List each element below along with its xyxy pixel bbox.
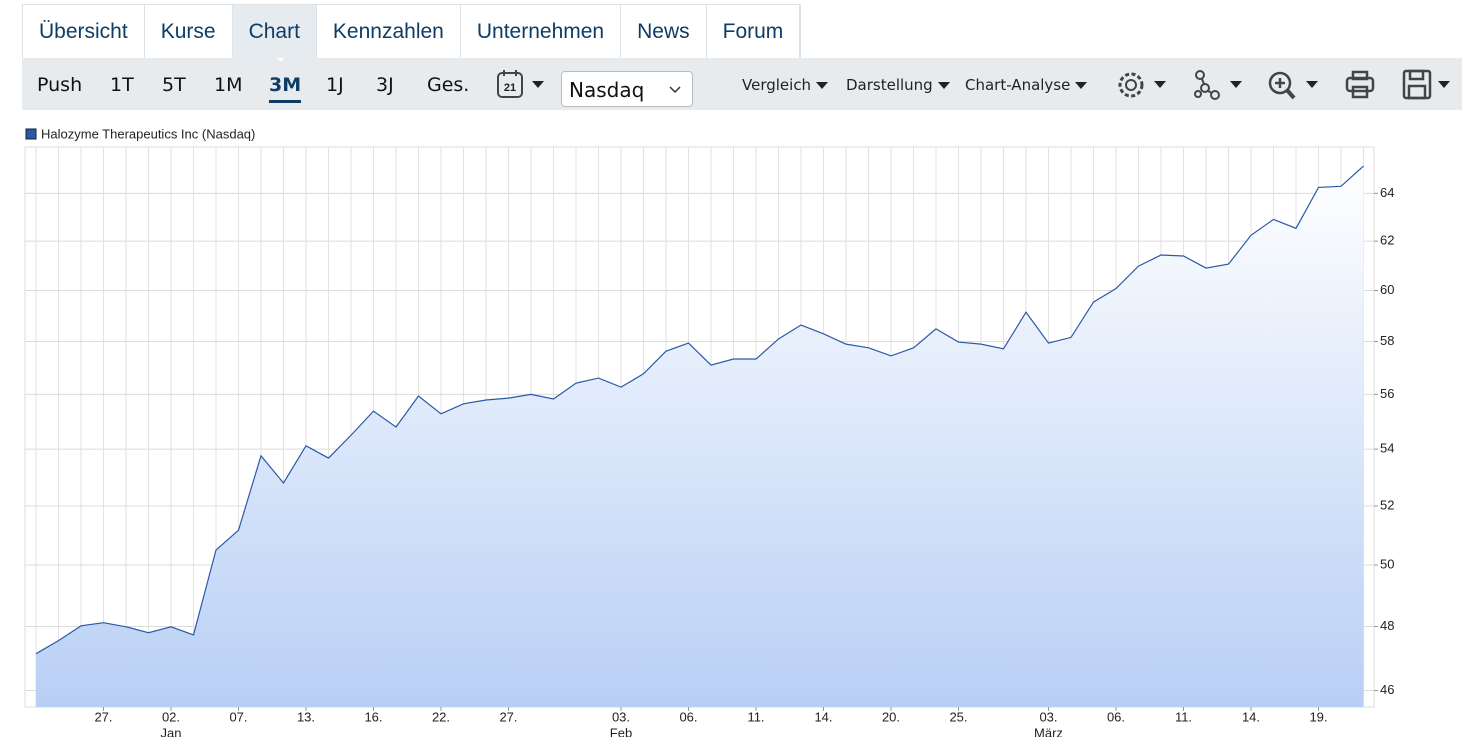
tab[interactable]: News: [621, 5, 707, 59]
x-tick-label: 02.: [162, 709, 180, 724]
indicators-button[interactable]: [1194, 70, 1242, 100]
menu-arrow: [937, 82, 950, 89]
tab[interactable]: Kennzahlen: [317, 5, 461, 59]
tab[interactable]: Forum: [707, 5, 801, 59]
x-tick-label: 22.: [432, 709, 450, 724]
menu-button[interactable]: Darstellung: [846, 76, 951, 94]
y-tick-label: 54: [1380, 441, 1394, 456]
y-tick-label: 56: [1380, 386, 1394, 401]
x-tick-label: 14.: [814, 709, 832, 724]
calendar-day: 21: [504, 82, 516, 94]
period-button[interactable]: 3J: [376, 74, 394, 96]
x-tick-label: 20.: [882, 709, 900, 724]
period-button[interactable]: 1M: [214, 74, 243, 96]
exchange-value: Nasdaq: [569, 78, 645, 102]
period-button[interactable]: 1J: [326, 74, 344, 96]
x-tick-label: 27.: [499, 709, 517, 724]
x-tick-label: 19.: [1309, 709, 1327, 724]
x-tick-label: 03.: [612, 709, 630, 724]
x-tick-label: 27.: [94, 709, 112, 724]
x-tick-label: 13.: [297, 709, 315, 724]
x-tick-label: 03.: [1039, 709, 1057, 724]
y-tick-label: 48: [1380, 618, 1394, 633]
legend-label: Halozyme Therapeutics Inc (Nasdaq): [41, 126, 255, 141]
tab[interactable]: Chart: [232, 5, 317, 59]
x-tick-label: 11.: [1175, 709, 1192, 724]
exchange-select[interactable]: Nasdaq: [561, 71, 693, 107]
x-tick-label: 25.: [949, 709, 967, 724]
period-button[interactable]: Ges.: [427, 74, 470, 96]
toolbar: 21 Nasdaq Push 1T 5T 1M 3M 1J 3J Ges. Vergleich D…: [22, 58, 1462, 110]
settings-button[interactable]: [1118, 72, 1166, 98]
tab-bar: Übersicht Kurse Chart Kennzahlen Unternehmen…: [22, 4, 802, 59]
zoom-button[interactable]: [1268, 71, 1318, 100]
x-tick-label: 06.: [1107, 709, 1125, 724]
tab[interactable]: Unternehmen: [461, 5, 622, 59]
toolbar-icons: 21: [277, 58, 1450, 100]
chart: Halozyme Therapeutics Inc (Nasdaq) 46 48 50…: [24, 126, 1394, 737]
y-tick-label: 58: [1380, 333, 1394, 348]
menu-button[interactable]: Vergleich: [742, 76, 829, 94]
menu-arrow: [1075, 82, 1088, 89]
y-tick-label: 64: [1380, 185, 1394, 200]
x-tick-label: 06.: [679, 709, 697, 724]
x-month-label: Feb: [610, 725, 632, 737]
x-tick-label: 16.: [364, 709, 382, 724]
period-button[interactable]: 5T: [162, 74, 186, 96]
save-button[interactable]: [1402, 69, 1450, 100]
price-line: [35, 165, 1364, 655]
y-tick-label: 60: [1380, 282, 1394, 297]
period-button[interactable]: 1T: [110, 74, 134, 96]
legend-swatch: [25, 128, 37, 140]
y-tick-label: 50: [1380, 556, 1394, 571]
select-arrow: [669, 86, 681, 94]
y-tick-label: 52: [1380, 497, 1394, 512]
x-tick-label: 14.: [1242, 709, 1260, 724]
x-month-label: März: [1034, 725, 1063, 737]
area: [36, 166, 1364, 707]
y-tick-label: 62: [1380, 233, 1394, 248]
calendar-button[interactable]: 21: [497, 70, 544, 98]
x-month-label: Jan: [161, 725, 182, 737]
period-button[interactable]: Push: [37, 74, 83, 96]
menu-button[interactable]: Chart-Analyse: [965, 76, 1088, 94]
x-tick-label: 11.: [747, 709, 764, 724]
tab[interactable]: Kurse: [145, 5, 233, 59]
print-button[interactable]: [1345, 70, 1375, 99]
x-tick-label: 07.: [229, 709, 247, 724]
period-button[interactable]: 3M: [269, 74, 302, 103]
menu-arrow: [816, 82, 829, 89]
y-tick-label: 46: [1380, 682, 1394, 697]
tab[interactable]: Übersicht: [23, 5, 145, 59]
